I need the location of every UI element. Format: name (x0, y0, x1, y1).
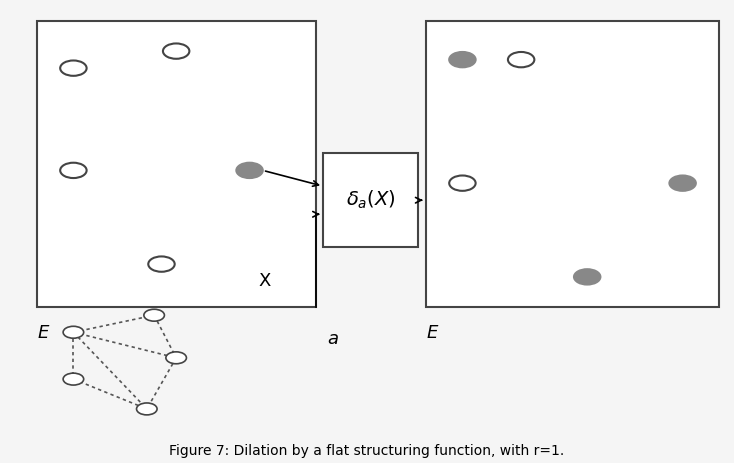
Circle shape (63, 326, 84, 338)
Bar (426, 21, 719, 307)
Text: $E$: $E$ (37, 324, 50, 342)
Circle shape (236, 163, 263, 178)
Circle shape (449, 175, 476, 191)
Circle shape (166, 352, 186, 364)
Circle shape (669, 175, 696, 191)
Text: Figure 7: Dilation by a flat structuring function, with r=1.: Figure 7: Dilation by a flat structuring… (170, 444, 564, 458)
Text: $a$: $a$ (327, 330, 338, 348)
Circle shape (63, 373, 84, 385)
Text: X: X (258, 272, 270, 290)
Circle shape (163, 44, 189, 59)
Bar (37, 21, 316, 307)
Circle shape (449, 52, 476, 67)
Circle shape (148, 257, 175, 272)
Text: $\delta_{a}(X)$: $\delta_{a}(X)$ (346, 189, 396, 211)
Circle shape (508, 52, 534, 67)
Circle shape (144, 309, 164, 321)
Circle shape (137, 403, 157, 415)
Circle shape (574, 269, 600, 285)
Bar (323, 153, 418, 247)
Text: $E$: $E$ (426, 324, 439, 342)
Circle shape (60, 61, 87, 76)
Circle shape (60, 163, 87, 178)
